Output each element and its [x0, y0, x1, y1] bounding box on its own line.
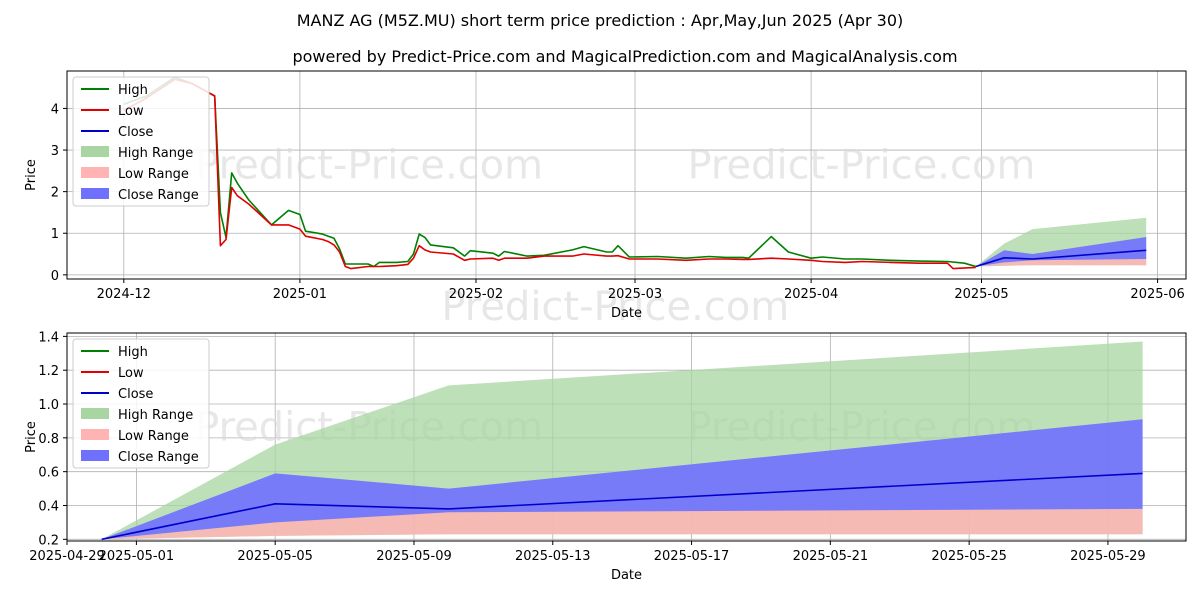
- y-tick-label: 2: [51, 186, 59, 201]
- y-tick-label: 1.2: [38, 364, 59, 379]
- x-tick-label: 2025-02: [449, 287, 503, 302]
- close-range-area: [101, 419, 1143, 540]
- x-tick-label: 2025-04-29: [29, 549, 105, 564]
- y-tick-label: 3: [51, 144, 59, 159]
- x-tick-label: 2025-05-29: [1070, 549, 1146, 564]
- chart-title: MANZ AG (M5Z.MU) short term price predic…: [297, 11, 904, 30]
- close-forecast-line: [975, 249, 1147, 268]
- watermark-text: Predict-Price.com: [195, 143, 543, 189]
- y-tick-label: 1.0: [38, 398, 59, 413]
- x-tick-label: 2025-05-21: [793, 549, 869, 564]
- close-forecast-line: [101, 472, 1143, 541]
- grid: [67, 71, 1186, 279]
- x-tick-label: 2025-05: [954, 287, 1008, 302]
- high-series-line: [123, 76, 977, 268]
- legend-label: Close Range: [118, 188, 199, 203]
- y-tick-label: 0.4: [38, 499, 59, 514]
- x-tick-label: 2025-05-13: [515, 549, 591, 564]
- legend-swatch-area: [81, 408, 109, 419]
- bottom-forecast-chart: Predict-Price.comPredict-Price.com2025-0…: [24, 330, 1187, 583]
- x-tick-label: 2024-12: [97, 287, 151, 302]
- x-tick-label: 2025-05-25: [931, 549, 1007, 564]
- legend: High Low Close High Range Low Range Close Ran…: [72, 338, 210, 469]
- watermark-group: Predict-Price.com Predict-Price.com Predic…: [195, 143, 1035, 330]
- legend-swatch-area: [81, 429, 109, 440]
- x-tick-label: 2025-01: [273, 287, 327, 302]
- x-tick-label: 2025-05-01: [99, 549, 175, 564]
- low-range-area: [101, 508, 1143, 540]
- x-axis-label: Date: [611, 306, 642, 321]
- legend-swatch-area: [81, 146, 109, 157]
- tick-labels: 2024-12 2025-01 2025-02 2025-03 2025-04 2025-…: [51, 102, 1185, 302]
- legend-label: Low Range: [118, 167, 189, 182]
- legend-label: High Range: [118, 146, 193, 161]
- legend-label: High: [118, 345, 148, 360]
- y-tick-label: 0: [51, 269, 59, 284]
- legend-label: Low: [118, 104, 144, 119]
- legend-label: Close: [118, 387, 153, 402]
- axes-frame: [66, 332, 1187, 542]
- watermark-text: Predict-Price.com: [688, 143, 1036, 189]
- x-tick-label: 2025-05-05: [237, 549, 313, 564]
- x-tick-label: 2025-04: [784, 287, 838, 302]
- legend-label: Low: [118, 366, 144, 381]
- y-tick-label: 0.6: [38, 466, 59, 481]
- x-tick-label: 2025-05-17: [654, 549, 730, 564]
- y-tick-label: 0.8: [38, 432, 59, 447]
- low-series-line: [123, 78, 976, 270]
- legend-swatch-area: [81, 167, 109, 178]
- plot-area: [101, 341, 1143, 541]
- x-axis-label: Date: [611, 568, 642, 583]
- legend-label: Low Range: [118, 429, 189, 444]
- x-tick-label: 2025-05-09: [376, 549, 452, 564]
- legend-swatch-area: [81, 450, 109, 461]
- plot-area: [123, 76, 1147, 270]
- x-tick-label: 2025-03: [608, 287, 662, 302]
- legend-swatch-area: [81, 188, 109, 199]
- y-tick-label: 1.4: [38, 330, 59, 345]
- y-axis-label: Price: [24, 159, 39, 191]
- y-tick-label: 0.2: [38, 533, 59, 548]
- y-tick-label: 4: [51, 102, 59, 117]
- legend-label: Close Range: [118, 450, 199, 465]
- y-tick-label: 1: [51, 227, 59, 242]
- watermark-text: Predict-Price.com: [441, 284, 789, 330]
- legend-label: Close: [118, 125, 153, 140]
- low-range-area: [975, 259, 1147, 267]
- legend-label: High Range: [118, 408, 193, 423]
- legend-label: High: [118, 83, 148, 98]
- legend: High Low Close High Range Low Range Close Ran…: [72, 76, 210, 207]
- top-price-chart: Predict-Price.com Predict-Price.com Predic…: [24, 70, 1187, 330]
- y-axis-label: Price: [24, 421, 39, 453]
- axes-frame: [66, 70, 1187, 280]
- x-tick-label: 2025-06: [1130, 287, 1184, 302]
- chart-subtitle: powered by Predict-Price.com and Magical…: [292, 47, 957, 66]
